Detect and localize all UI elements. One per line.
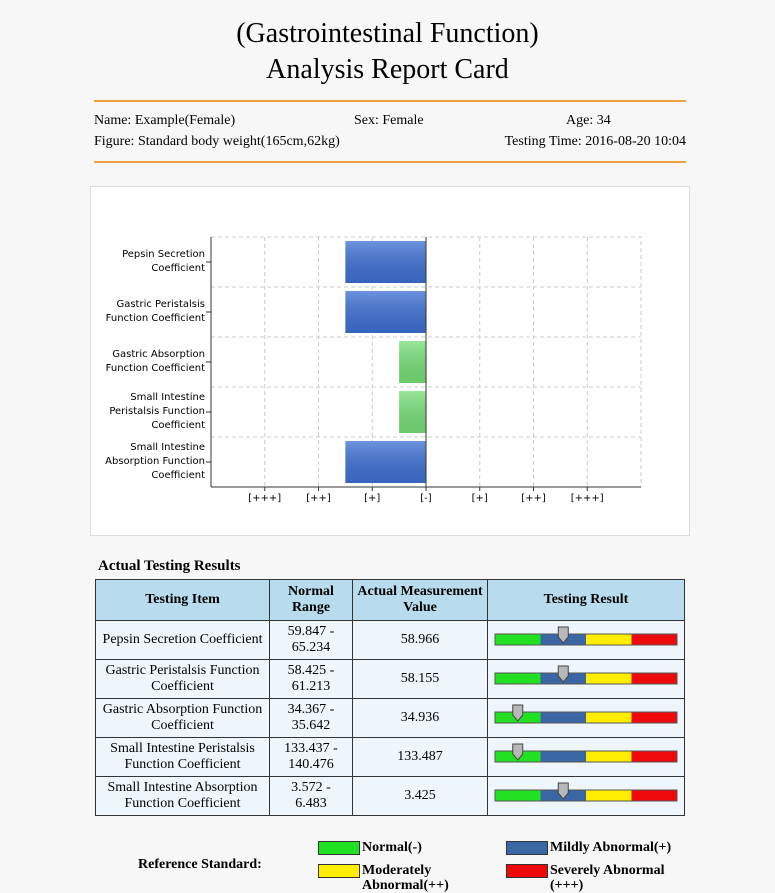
result-segment	[631, 672, 677, 684]
cell-result	[487, 776, 685, 816]
bar-shine	[345, 241, 426, 283]
legend-label: Mildly Abnormal(+)	[550, 840, 672, 855]
cell-range: 3.572 - 6.483	[269, 776, 353, 816]
legend-swatch	[506, 841, 548, 855]
results-table: Testing Item Normal Range Actual Measure…	[95, 579, 685, 816]
result-bar	[494, 743, 678, 762]
result-segment	[631, 789, 677, 801]
cell-result	[487, 659, 685, 699]
result-segment	[586, 789, 632, 801]
legend-swatch	[506, 864, 548, 878]
column-header: Normal Range	[269, 579, 353, 621]
result-frame	[494, 672, 678, 684]
column-header: Testing Result	[487, 579, 685, 621]
table-row: Small Intestine Absorption Function Coef…	[95, 776, 685, 816]
legend-swatch	[318, 841, 360, 855]
table-row: Gastric Peristalsis Function Coefficient…	[95, 659, 685, 699]
legend-label: Normal(-)	[362, 840, 422, 855]
result-segment	[586, 750, 632, 762]
result-frame	[494, 789, 678, 801]
table-row: Small Intestine Peristalsis Function Coe…	[95, 737, 685, 777]
cell-range: 58.425 - 61.213	[269, 659, 353, 699]
table-row: Pepsin Secretion Coefficient 59.847 - 65.…	[95, 620, 685, 660]
divider	[94, 161, 686, 163]
result-marker	[557, 665, 569, 683]
result-marker	[557, 626, 569, 644]
bar-shine	[399, 391, 426, 433]
bar-shine	[399, 341, 426, 383]
cell-item: Gastric Peristalsis Function Coefficient	[95, 659, 270, 699]
y-tick-label: Small Intestine Absorption Function Coef…	[105, 442, 205, 481]
cell-value: 133.487	[352, 737, 488, 777]
divider	[94, 100, 686, 102]
x-tick-label: [+]	[364, 493, 380, 504]
cell-result	[487, 698, 685, 738]
column-header: Actual Measurement Value	[352, 579, 488, 621]
bar-shine	[345, 441, 426, 483]
age: Age: 34	[566, 113, 611, 128]
testing-time: Testing Time: 2016-08-20 10:04	[504, 134, 686, 149]
result-segment	[586, 672, 632, 684]
result-frame	[494, 750, 678, 762]
cell-item: Pepsin Secretion Coefficient	[95, 620, 270, 660]
result-segment	[495, 633, 541, 645]
cell-value: 34.936	[352, 698, 488, 738]
legend-swatch	[318, 864, 360, 878]
x-tick-label: [+++]	[571, 493, 604, 504]
cell-range: 133.437 - 140.476	[269, 737, 353, 777]
legend-label: Moderately Abnormal(++)	[362, 863, 449, 893]
cell-item: Small Intestine Peristalsis Function Coe…	[95, 737, 270, 777]
result-segment	[540, 750, 586, 762]
section-title: Actual Testing Results	[98, 558, 241, 574]
x-tick-label: [-]	[420, 493, 432, 504]
result-frame	[494, 633, 678, 645]
table-row: Gastric Absorption Function Coefficient 3…	[95, 698, 685, 738]
figure: Figure: Standard body weight(165cm,62kg)	[94, 134, 340, 149]
y-tick-label: Gastric Absorption Function Coefficient	[105, 349, 205, 374]
x-tick-label: [+++]	[248, 493, 281, 504]
y-tick-label: Pepsin Secretion Coefficient	[122, 249, 205, 274]
result-segment	[495, 672, 541, 684]
x-tick-label: [++]	[521, 493, 546, 504]
x-tick-label: [+]	[472, 493, 488, 504]
chart: [+++] [++] [+] [-] [+] [++] [+++] Pepsin Secre…	[90, 186, 690, 536]
column-header: Testing Item	[95, 579, 270, 621]
result-bar	[494, 665, 678, 684]
result-segment	[631, 750, 677, 762]
title-line: Analysis Report Card	[266, 54, 509, 85]
name: Name: Example(Female)	[94, 113, 236, 128]
result-frame	[494, 711, 678, 723]
chart-svg: [+++] [++] [+] [-] [+] [++] [+++]	[206, 236, 642, 504]
cell-range: 59.847 - 65.234	[269, 620, 353, 660]
y-tick-label: Small Intestine Peristalsis Function Coe…	[109, 392, 205, 431]
cell-range: 34.367 - 35.642	[269, 698, 353, 738]
result-segment	[586, 633, 632, 645]
result-segment	[586, 711, 632, 723]
result-bar	[494, 704, 678, 723]
result-segment	[631, 633, 677, 645]
bar-shine	[345, 291, 426, 333]
cell-value: 3.425	[352, 776, 488, 816]
result-bar	[494, 782, 678, 801]
x-tick-label: [++]	[306, 493, 331, 504]
legend-title: Reference Standard:	[138, 857, 262, 872]
cell-item: Gastric Absorption Function Coefficient	[95, 698, 270, 738]
result-bar	[494, 626, 678, 645]
cell-result	[487, 620, 685, 660]
title-line: (Gastrointestinal Function)	[236, 18, 539, 49]
result-marker	[557, 782, 569, 800]
result-segment	[540, 711, 586, 723]
result-marker	[512, 704, 524, 722]
y-tick-label: Gastric Peristalsis Function Coefficient	[105, 299, 205, 324]
cell-value: 58.155	[352, 659, 488, 699]
sex: Sex: Female	[354, 113, 424, 128]
cell-result	[487, 737, 685, 777]
cell-value: 58.966	[352, 620, 488, 660]
result-segment	[631, 711, 677, 723]
result-segment	[495, 789, 541, 801]
cell-item: Small Intestine Absorption Function Coef…	[95, 776, 270, 816]
result-marker	[512, 743, 524, 761]
legend-label: Severely Abnormal (+++)	[550, 863, 665, 893]
